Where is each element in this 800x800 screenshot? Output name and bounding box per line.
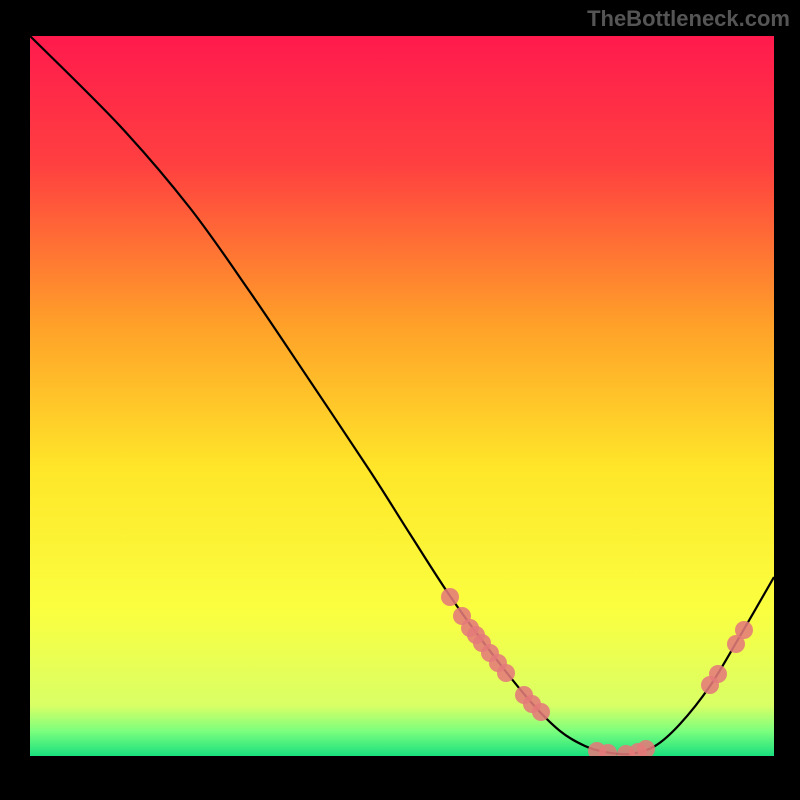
marker-point	[637, 740, 655, 756]
watermark-text: TheBottleneck.com	[587, 6, 790, 32]
bottleneck-curve	[30, 36, 774, 754]
marker-point	[532, 703, 550, 721]
marker-point	[709, 665, 727, 683]
marker-point	[497, 664, 515, 682]
curve-layer	[30, 36, 774, 756]
marker-point	[735, 621, 753, 639]
plot-area	[30, 36, 774, 756]
chart-container: TheBottleneck.com	[0, 0, 800, 800]
markers-group	[441, 588, 753, 756]
marker-point	[441, 588, 459, 606]
